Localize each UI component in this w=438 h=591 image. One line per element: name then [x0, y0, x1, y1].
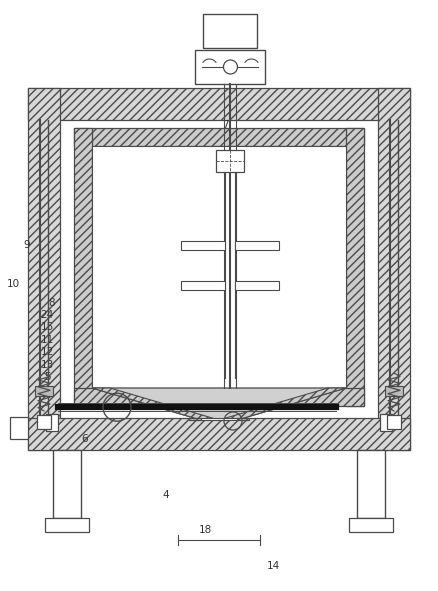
- Text: 701: 701: [186, 142, 206, 151]
- Bar: [28, 88, 60, 450]
- Bar: [92, 146, 346, 388]
- Bar: [346, 128, 364, 406]
- Text: 8: 8: [48, 298, 55, 307]
- Bar: [45, 518, 89, 532]
- Bar: [189, 418, 201, 420]
- Bar: [181, 281, 226, 290]
- Bar: [10, 417, 28, 439]
- Text: 5: 5: [44, 372, 51, 382]
- Bar: [53, 450, 81, 518]
- Text: 18: 18: [198, 525, 212, 534]
- Text: 7: 7: [222, 121, 229, 130]
- Text: 9: 9: [24, 241, 31, 250]
- Bar: [28, 418, 410, 450]
- Bar: [387, 415, 401, 429]
- Polygon shape: [92, 388, 346, 420]
- Bar: [236, 281, 279, 290]
- Bar: [349, 518, 393, 532]
- Text: 2: 2: [318, 323, 325, 333]
- Text: 13: 13: [41, 360, 54, 369]
- Text: 11: 11: [41, 335, 54, 345]
- Bar: [385, 386, 403, 396]
- Text: 3: 3: [289, 289, 296, 298]
- Bar: [181, 241, 226, 249]
- Bar: [37, 415, 51, 429]
- Text: 703: 703: [217, 142, 237, 151]
- Bar: [237, 418, 249, 420]
- Bar: [380, 414, 392, 431]
- Bar: [216, 150, 244, 172]
- Text: 4: 4: [162, 491, 169, 500]
- Text: 702: 702: [246, 142, 266, 151]
- Text: 12: 12: [41, 348, 54, 357]
- Bar: [195, 50, 265, 84]
- Text: 24: 24: [41, 310, 54, 320]
- Bar: [378, 88, 410, 450]
- Text: 6: 6: [81, 434, 88, 443]
- Bar: [201, 418, 237, 420]
- Text: 10: 10: [7, 279, 20, 288]
- Bar: [74, 128, 92, 406]
- Bar: [236, 241, 279, 249]
- Polygon shape: [219, 388, 346, 420]
- Text: 15: 15: [41, 323, 54, 332]
- Text: 16: 16: [111, 189, 124, 199]
- Bar: [35, 386, 53, 396]
- Text: A: A: [145, 186, 152, 195]
- Bar: [357, 450, 385, 518]
- Bar: [74, 128, 364, 146]
- Bar: [46, 414, 58, 431]
- Text: 14: 14: [267, 561, 280, 571]
- Bar: [74, 388, 364, 406]
- Bar: [28, 88, 410, 120]
- Bar: [204, 14, 258, 48]
- Polygon shape: [92, 388, 219, 420]
